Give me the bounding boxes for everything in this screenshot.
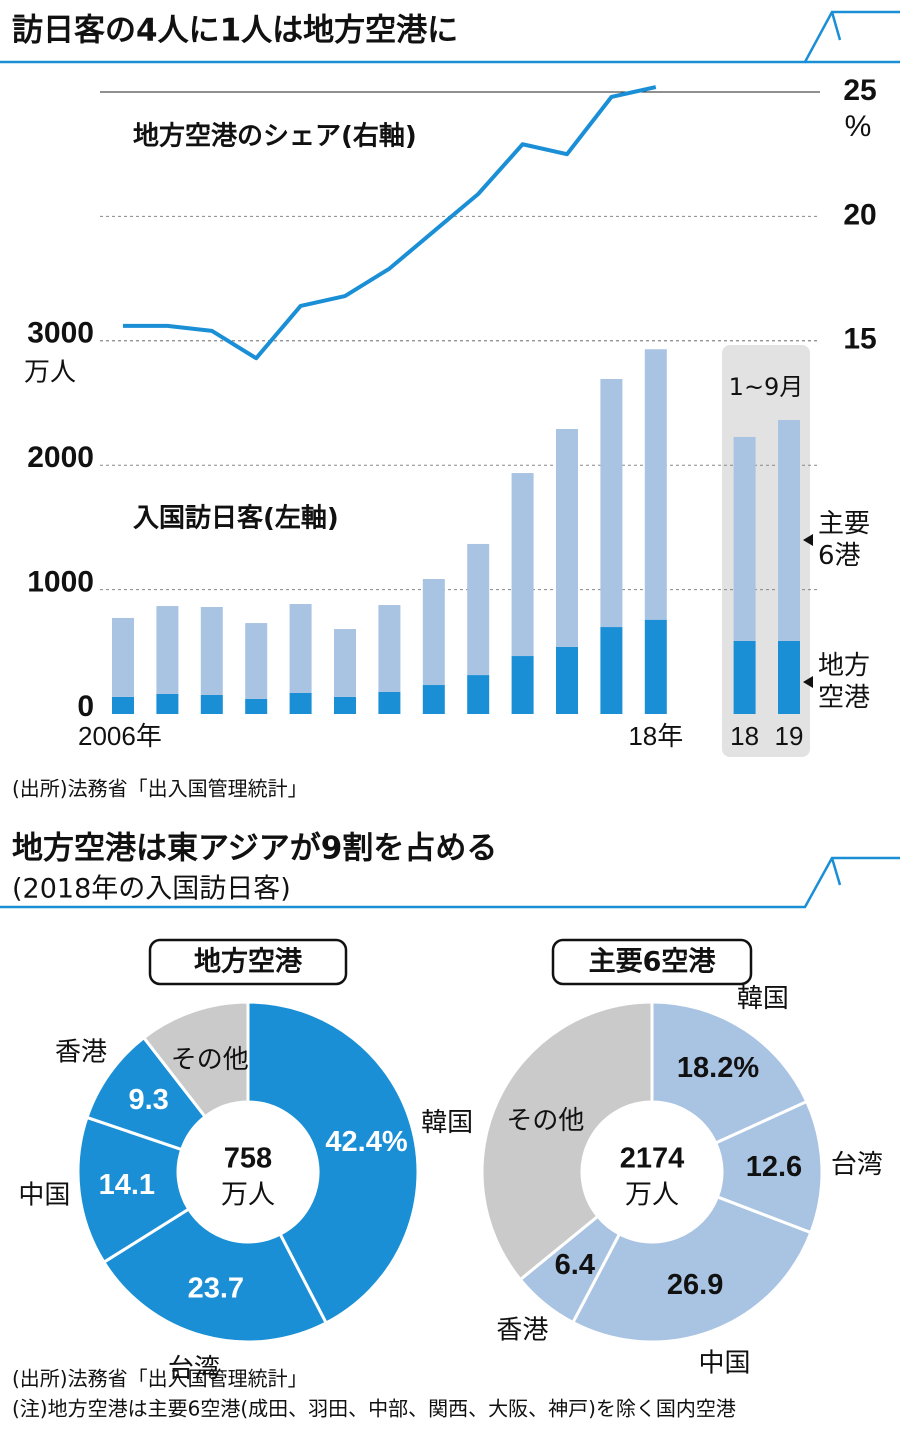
value-label: 14.1 xyxy=(99,1169,155,1201)
category-label: 中国 xyxy=(18,1180,70,1210)
pie-total: 758 xyxy=(224,1143,272,1175)
note: (出所)法務省「出入国管理統計」 xyxy=(12,1367,308,1391)
bar-segment xyxy=(156,693,179,714)
legend-label: 主要 6港 xyxy=(818,509,870,571)
y-tick-label: 1000 xyxy=(27,566,94,599)
bar-segment xyxy=(600,378,623,628)
bar-segment xyxy=(600,627,623,714)
category-label: 韓国 xyxy=(421,1108,473,1138)
share-line xyxy=(123,85,657,361)
category-label: 台湾 xyxy=(168,1354,220,1384)
bar-segment xyxy=(378,605,401,692)
bar-segment xyxy=(467,543,490,676)
category-label: 香港 xyxy=(496,1315,548,1345)
category-label: 香港 xyxy=(55,1038,107,1068)
pie-slice xyxy=(101,1207,329,1344)
x-tick-label: 18年 xyxy=(628,721,683,751)
section-subtitle: (2018年の入国訪日客) xyxy=(12,874,291,905)
bar-segment xyxy=(644,619,667,714)
x-tick-label: 2006年 xyxy=(78,721,162,751)
pie-total-unit: 万人 xyxy=(625,1180,679,1211)
legend-pointer xyxy=(803,676,813,688)
bar-segment xyxy=(200,607,223,695)
source: (出所)法務省「出入国管理統計」 xyxy=(12,777,308,801)
category-label: その他 xyxy=(506,1106,584,1136)
header-rule xyxy=(0,10,900,64)
bar-segment xyxy=(156,606,179,694)
line-label: 地方空港のシェア(右軸) xyxy=(133,121,417,152)
pie-title: 地方空港 xyxy=(194,947,303,978)
bar-segment xyxy=(733,640,756,714)
category-label: その他 xyxy=(171,1045,249,1075)
category-label: 中国 xyxy=(698,1348,750,1378)
pie-slice xyxy=(570,1195,813,1344)
bar-segment xyxy=(778,640,800,714)
bar-segment xyxy=(733,436,756,641)
x-tick-label: 19 xyxy=(775,721,804,751)
bar-segment xyxy=(289,604,312,693)
category-label: 台湾 xyxy=(831,1150,883,1180)
pie-slice xyxy=(141,1000,250,1119)
bar-segment xyxy=(112,617,134,697)
pie-slice xyxy=(713,1099,824,1235)
value-label: 23.7 xyxy=(188,1272,244,1304)
bar-segment xyxy=(556,646,578,714)
bar-segment xyxy=(422,579,445,686)
value-label: 18.2% xyxy=(677,1052,759,1084)
bar-segment xyxy=(112,696,134,714)
bar-segment xyxy=(245,623,268,699)
y-unit: 万人 xyxy=(24,357,76,387)
pie-slice xyxy=(480,1000,654,1282)
header-deco xyxy=(805,11,900,64)
pie-total: 2174 xyxy=(620,1143,685,1175)
value-label: 12.6 xyxy=(746,1151,802,1183)
annotation: 入国訪日客(左軸) xyxy=(133,503,339,534)
annotation: 1~9月 xyxy=(729,373,804,401)
value-label: 42.4% xyxy=(325,1126,407,1158)
bar-segment xyxy=(334,696,356,714)
pie-label-box xyxy=(148,938,348,986)
bar-segment xyxy=(334,629,356,697)
bar-segment xyxy=(556,428,578,647)
x-tick-label: 18 xyxy=(730,721,759,751)
bar-segment xyxy=(467,675,490,714)
section-rule xyxy=(0,856,900,909)
y-tick-label: 2000 xyxy=(27,441,94,474)
y2-unit: % xyxy=(845,110,872,143)
y2-tick-label: 15 xyxy=(843,323,876,356)
bar-segment xyxy=(378,691,401,714)
bar-segment xyxy=(422,685,445,714)
pie-label-box xyxy=(551,938,753,986)
y-tick-label: 3000 xyxy=(27,317,94,350)
pie-total-unit: 万人 xyxy=(221,1180,275,1211)
value-label: 9.3 xyxy=(128,1084,168,1116)
bar-segment xyxy=(778,420,800,641)
legend-pointer xyxy=(803,534,813,546)
page-title: 訪日客の4人に1人は地方空港に xyxy=(12,13,458,49)
pie-title: 主要6空港 xyxy=(589,947,717,978)
pie-slice xyxy=(246,1000,420,1326)
bar-segment xyxy=(644,349,667,620)
bar-segment xyxy=(200,694,223,714)
pie-slice xyxy=(76,1115,191,1265)
bar-segment xyxy=(245,698,268,714)
pie-slice xyxy=(650,1000,809,1145)
value-label: 6.4 xyxy=(555,1249,595,1281)
value-label: 26.9 xyxy=(667,1269,723,1301)
y-tick-label: 0 xyxy=(77,690,94,723)
bar-segment xyxy=(511,656,534,714)
y2-tick-label: 20 xyxy=(843,198,876,231)
bar-segment xyxy=(289,692,312,714)
section-title: 地方空港は東アジアが9割を占める xyxy=(12,831,497,867)
legend-label: 地方空港 xyxy=(818,651,870,713)
y2-tick-label: 25 xyxy=(843,74,876,107)
note: (注)地方空港は主要6空港(成田、羽田、中部、関西、大阪、神戸)を除く国内空港 xyxy=(12,1397,736,1421)
bar-segment xyxy=(511,473,534,657)
category-label: 韓国 xyxy=(737,984,789,1014)
